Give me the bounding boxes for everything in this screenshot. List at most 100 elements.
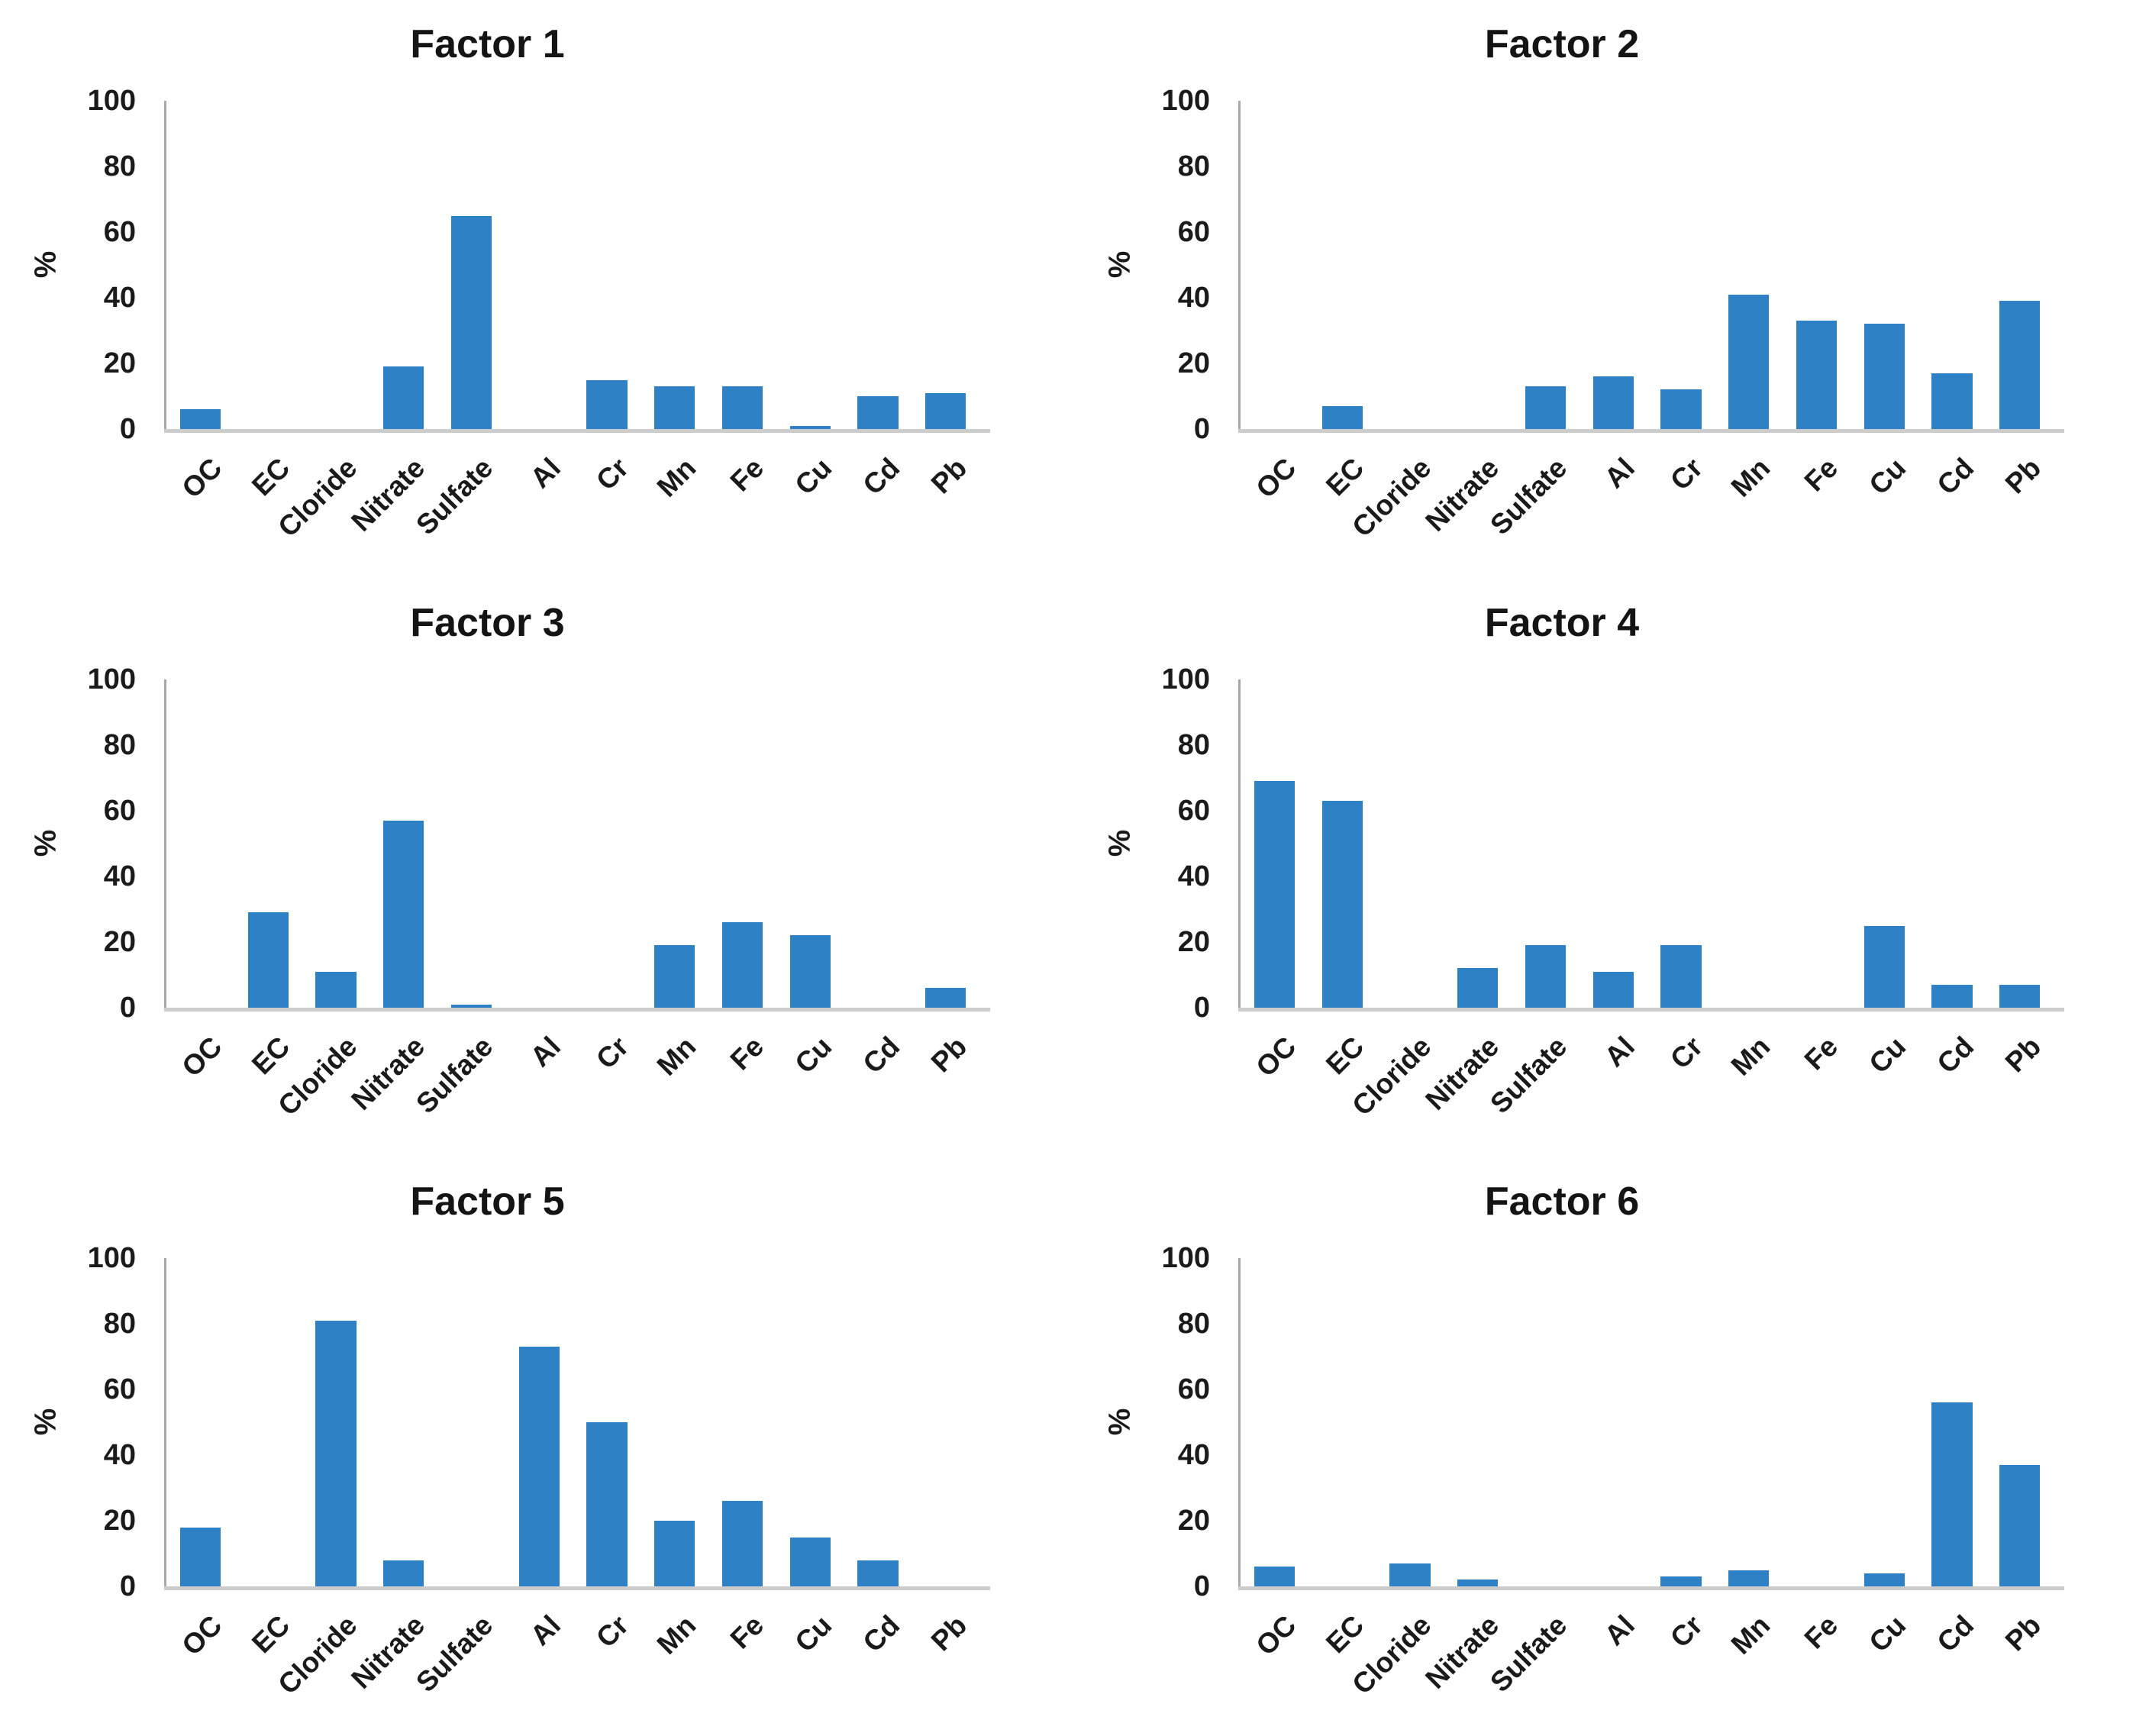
- bar-Nitrate: [383, 366, 424, 429]
- x-tick-label: Pb: [925, 452, 973, 500]
- x-tick-label: OC: [1250, 1609, 1302, 1662]
- y-axis-title: %: [28, 1408, 63, 1436]
- chart-title: Factor 3: [410, 601, 565, 645]
- y-tick-label: 80: [103, 729, 136, 761]
- x-tick-label: Cd: [856, 452, 905, 501]
- bar-slot: [641, 679, 708, 1008]
- x-tick-label: Al: [1598, 1609, 1641, 1652]
- x-tick-label: Al: [524, 1031, 567, 1073]
- x-axis-labels: OC EC Cloride Nitrate Sulfate Al Cr Mn Fe Cu Cd Pb: [164, 1586, 977, 1736]
- bar-slot: [1783, 679, 1851, 1008]
- bar-Cu: [1863, 324, 1905, 429]
- chart-factor-6: Factor 6 % 0 20 40 60 80 100 OC EC Cloride Nitrate…: [1074, 1157, 2149, 1736]
- x-tick-label: EC: [1319, 1609, 1370, 1660]
- chart-factor-4: Factor 4 % 0 20 40 60 80 100 OC EC Cloride Nitrate…: [1074, 579, 2149, 1157]
- x-tick-label: Al: [524, 1609, 567, 1652]
- bar-OC: [1254, 781, 1295, 1008]
- bar-slot: [1444, 101, 1512, 429]
- bar-slot: [1986, 101, 2054, 429]
- bar-Pb: [1999, 984, 2041, 1008]
- bar-slot: [1512, 101, 1579, 429]
- y-axis-title: %: [1102, 250, 1137, 279]
- bar-Fe: [1796, 321, 1837, 429]
- bar-Cd: [1931, 373, 1973, 429]
- y-axis-title: %: [28, 250, 63, 279]
- bar-Fe: [721, 922, 763, 1008]
- bar-slot: [1512, 679, 1579, 1008]
- x-tick-label: Cr: [1663, 1609, 1709, 1654]
- bar-OC: [179, 409, 221, 429]
- bar-slot: [1512, 1258, 1579, 1586]
- x-tick-label: OC: [1250, 452, 1302, 505]
- bar-slot: [1918, 1258, 1986, 1586]
- bar-Cd: [1931, 1402, 1973, 1586]
- chart-factor-2: Factor 2 % 0 20 40 60 80 100 OC EC Cloride Nitrate…: [1074, 0, 2149, 579]
- plot-area: [164, 679, 990, 1012]
- y-tick-label: 100: [87, 85, 136, 117]
- y-tick-label: 0: [1193, 992, 1210, 1024]
- y-tick-label: 0: [1193, 413, 1210, 445]
- plot-area: [1238, 679, 2064, 1012]
- x-tick-label: Cr: [589, 1609, 634, 1654]
- bar-slot: [844, 101, 912, 429]
- bar-slot: [166, 101, 234, 429]
- x-tick-label: Mn: [1725, 1609, 1776, 1660]
- bar-slot: [776, 679, 844, 1008]
- bar-Cr: [1660, 1576, 1702, 1586]
- bar-slot: [505, 679, 573, 1008]
- bar-slot: [505, 1258, 573, 1586]
- bar-slot: [1715, 1258, 1783, 1586]
- x-tick-label: Fe: [1798, 1609, 1844, 1655]
- bar-slot: [437, 1258, 505, 1586]
- x-tick-label: Fe: [724, 1609, 770, 1655]
- x-tick-label: Al: [1598, 1031, 1641, 1073]
- bar-slot: [1918, 679, 1986, 1008]
- bar-slot: [1579, 1258, 1647, 1586]
- bar-slot: [1579, 101, 1647, 429]
- x-axis-labels: OC EC Cloride Nitrate Sulfate Al Cr Mn Fe Cu Cd Pb: [1238, 1586, 2051, 1736]
- y-tick-label: 20: [1177, 926, 1210, 958]
- bar-slot: [641, 101, 708, 429]
- y-tick-label: 100: [87, 663, 136, 695]
- x-tick-label: Cu: [1863, 1609, 1912, 1658]
- y-tick-label: 20: [103, 926, 136, 958]
- y-axis-title: %: [28, 829, 63, 857]
- x-tick-label: Mn: [1725, 452, 1776, 503]
- x-tick-label: Cd: [1930, 452, 1980, 501]
- x-axis-labels: OC EC Cloride Nitrate Sulfate Al Cr Mn Fe Cu Cd Pb: [1238, 1008, 2051, 1168]
- bar-slot: [912, 1258, 979, 1586]
- y-tick-label: 100: [87, 1242, 136, 1274]
- bar-EC: [1321, 405, 1363, 429]
- bar-slot: [1308, 1258, 1376, 1586]
- y-tick-label: 100: [1161, 85, 1210, 117]
- x-axis-line: [164, 429, 990, 433]
- bar-slot: [1851, 679, 1918, 1008]
- y-tick-label: 100: [1161, 663, 1210, 695]
- bar-slot: [1241, 101, 1308, 429]
- bar-Cu: [1863, 1573, 1905, 1586]
- bar-slot: [776, 1258, 844, 1586]
- x-tick-label: Fe: [724, 1031, 770, 1076]
- bar-Mn: [1728, 1570, 1770, 1586]
- bar-slot: [1444, 1258, 1512, 1586]
- x-tick-label: Fe: [1798, 452, 1844, 498]
- y-tick-label: 60: [1177, 795, 1210, 827]
- bar-slot: [708, 101, 776, 429]
- chart-area: % 0 20 40 60 80 100 OC EC Cloride Nitrate Sulfate Al…: [0, 85, 1074, 595]
- bar-slot: [1851, 101, 1918, 429]
- bar-slot: [1376, 679, 1444, 1008]
- y-tick-label: 40: [1177, 1439, 1210, 1471]
- bar-slot: [1376, 101, 1444, 429]
- bar-slot: [437, 101, 505, 429]
- chart-title: Factor 6: [1484, 1179, 1640, 1224]
- x-tick-label: Cu: [789, 452, 838, 501]
- chart-area: % 0 20 40 60 80 100 OC EC Cloride Nitrate Sulfate Al…: [1074, 85, 2149, 595]
- x-axis-labels: OC EC Cloride Nitrate Sulfate Al Cr Mn Fe Cu Cd Pb: [1238, 429, 2051, 589]
- bar-slot: [776, 101, 844, 429]
- bar-slot: [844, 1258, 912, 1586]
- x-tick-label: Fe: [724, 452, 770, 498]
- bar-slot: [573, 1258, 641, 1586]
- bar-Sulfate: [450, 1004, 492, 1008]
- bar-slot: [1783, 1258, 1851, 1586]
- bar-EC: [1321, 801, 1363, 1008]
